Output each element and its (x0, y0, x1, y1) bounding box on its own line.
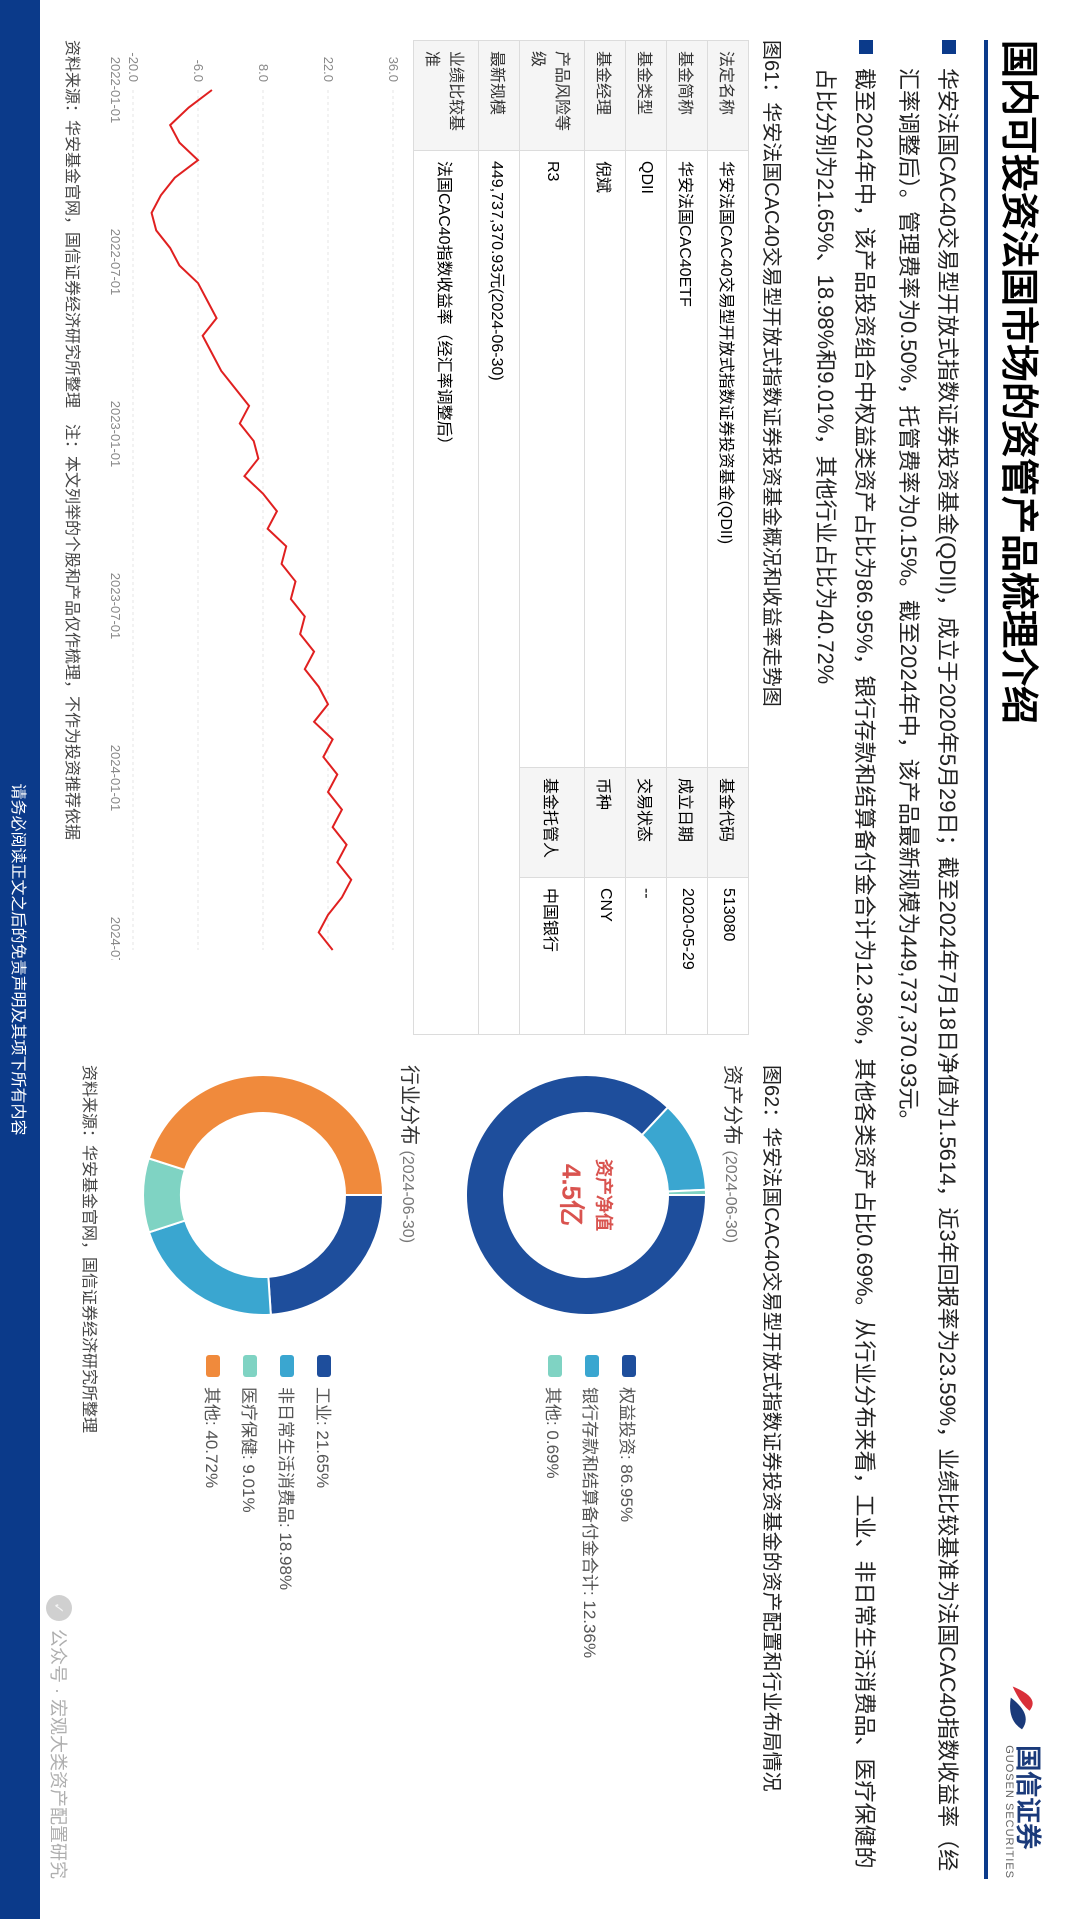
legend-label: 权益投资: 86.95% (617, 1387, 642, 1522)
sector-donut-chart (133, 1065, 393, 1325)
sector-date: (2024-06-30) (399, 1151, 416, 1244)
company-name-en: GUOSEN SECURITIES (1003, 1745, 1015, 1879)
svg-text:2022-01-01: 2022-01-01 (108, 57, 123, 124)
figure-62: 图62：华安法国CAC40交易型开放式指数证券投资基金的资产配置和行业布局情况 … (62, 1065, 788, 1879)
bullet-icon (942, 40, 956, 54)
figure-61: 图61：华安法国CAC40交易型开放式指数证券投资基金概况和收益率走势图 法定名… (62, 40, 788, 1035)
legend-label: 其他: 40.72% (201, 1387, 226, 1488)
asset-heading: 资产分布 (2024-06-30) (720, 1065, 749, 1879)
svg-text:22.0: 22.0 (321, 57, 336, 82)
bullet-item: 截至2024年中，该产品投资组合中权益类资产占比为86.95%，银行存款和结算备… (806, 40, 883, 1879)
svg-text:-20.0: -20.0 (126, 52, 141, 82)
legend-item: 医疗保健: 9.01% (238, 1355, 263, 1590)
figure-title: 图61：华安法国CAC40交易型开放式指数证券投资基金概况和收益率走势图 (759, 40, 788, 1035)
legend-item: 权益投资: 86.95% (617, 1355, 642, 1658)
line-chart: -20.0 -6.0 8.0 22.0 36.0 2022-01-01 2022-07-01… (98, 40, 403, 1035)
legend-label: 工业: 21.65% (312, 1387, 337, 1488)
legend-item: 其他: 40.72% (201, 1355, 226, 1590)
fund-info-table: 法定名称华安法国CAC40交易型开放式指数证券投资基金(QDII)基金代码513… (413, 40, 749, 1035)
bullet-icon (859, 40, 873, 54)
legend-label: 非日常生活消费品: 18.98% (275, 1387, 300, 1590)
company-logo: 国信证券 GUOSEN SECURITIES (994, 1679, 1050, 1879)
sector-heading: 行业分布 (2024-06-30) (397, 1065, 426, 1879)
legend-swatch (244, 1355, 258, 1377)
donut-center-label: 资产净值 (592, 1159, 618, 1231)
bullet-text: 华安法国CAC40交易型开放式指数证券投资基金(QDII)，成立于2020年5月… (889, 68, 966, 1879)
svg-text:2023-07-01: 2023-07-01 (108, 573, 123, 640)
bullet-list: 华安法国CAC40交易型开放式指数证券投资基金(QDII)，成立于2020年5月… (806, 40, 966, 1879)
legend-label: 医疗保健: 9.01% (238, 1387, 263, 1513)
legend-item: 工业: 21.65% (312, 1355, 337, 1590)
legend-item: 其他: 0.69% (543, 1355, 568, 1658)
wechat-icon: ✓ (46, 1595, 72, 1621)
legend-swatch (318, 1355, 332, 1377)
bullet-item: 华安法国CAC40交易型开放式指数证券投资基金(QDII)，成立于2020年5月… (889, 40, 966, 1879)
asset-donut-chart: 资产净值 4.5亿 (456, 1065, 716, 1325)
donut-center-value: 4.5亿 (555, 1159, 592, 1231)
bullet-text: 截至2024年中，该产品投资组合中权益类资产占比为86.95%，银行存款和结算备… (806, 68, 883, 1879)
legend-label: 其他: 0.69% (543, 1387, 568, 1479)
figure-source: 资料来源：华安基金官网，国信证券经济研究所整理 (79, 1065, 103, 1879)
watermark: ✓ 公众号 · 宏观大类资产配置研究 (46, 1595, 72, 1879)
logo-icon (994, 1679, 1050, 1735)
figure-source: 资料来源：华安基金官网，国信证券经济研究所整理 注：本文列举的个股和产品仅作梳理… (62, 40, 86, 1035)
svg-text:-6.0: -6.0 (191, 60, 206, 82)
svg-text:2024-07-01: 2024-07-01 (108, 917, 123, 960)
asset-heading-text: 资产分布 (721, 1065, 743, 1145)
header: 国内可投资法国市场的资管产品梳理介绍 国信证券 GUOSEN SECURITIE… (984, 40, 1050, 1879)
legend-swatch (207, 1355, 221, 1377)
donut-center: 资产净值 4.5亿 (555, 1159, 618, 1231)
legend-swatch (548, 1355, 562, 1377)
svg-text:2022-07-01: 2022-07-01 (108, 229, 123, 296)
legend-item: 银行存款和结算备付金合计: 12.36% (580, 1355, 605, 1658)
sector-legend: 工业: 21.65% 非日常生活消费品: 18.98% 医疗保健: 9.01% 其他:… (189, 1355, 337, 1590)
sector-heading-text: 行业分布 (398, 1065, 420, 1145)
legend-swatch (622, 1355, 636, 1377)
svg-text:2024-01-01: 2024-01-01 (108, 745, 123, 812)
footer-disclaimer: 请务必阅读正文之后的免责声明及其项下所有内容 (0, 0, 40, 1919)
svg-text:8.0: 8.0 (256, 64, 271, 82)
legend-swatch (281, 1355, 295, 1377)
legend-item: 非日常生活消费品: 18.98% (275, 1355, 300, 1590)
svg-text:36.0: 36.0 (386, 57, 401, 82)
page-title: 国内可投资法国市场的资管产品梳理介绍 (995, 40, 1050, 724)
legend-label: 银行存款和结算备付金合计: 12.36% (580, 1387, 605, 1658)
legend-swatch (585, 1355, 599, 1377)
figure-title: 图62：华安法国CAC40交易型开放式指数证券投资基金的资产配置和行业布局情况 (759, 1065, 788, 1879)
svg-text:2023-01-01: 2023-01-01 (108, 401, 123, 468)
asset-legend: 权益投资: 86.95% 银行存款和结算备付金合计: 12.36% 其他: 0.69… (531, 1355, 642, 1658)
company-name: 国信证券 (1015, 1745, 1041, 1879)
asset-date: (2024-06-30) (722, 1151, 739, 1244)
watermark-text: 公众号 · 宏观大类资产配置研究 (46, 1629, 72, 1879)
